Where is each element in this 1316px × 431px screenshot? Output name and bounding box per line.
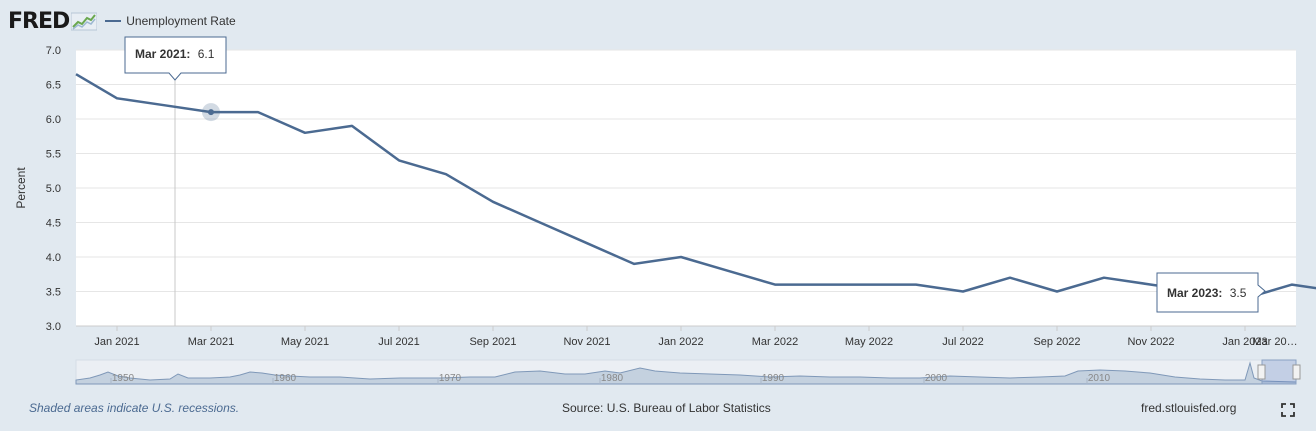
- navigator-handle-left[interactable]: [1257, 364, 1266, 380]
- navigator-tick-label: 1970: [439, 373, 462, 384]
- navigator-handle-right[interactable]: [1292, 364, 1301, 380]
- navigator-ticks: 1950 1960 1970 1980 1990 2000 2010: [110, 373, 1111, 384]
- recession-note: Shaded areas indicate U.S. recessions.: [29, 401, 240, 415]
- svg-text:Mar 2021: 6.1: Mar 2021: 6.1: [135, 47, 215, 61]
- tooltip-mar-2021: Mar 2021: 6.1: [124, 36, 227, 81]
- tooltip-value: 3.5: [1230, 286, 1247, 300]
- navigator-tick-label: 1990: [762, 373, 785, 384]
- navigator-selection[interactable]: [1261, 359, 1297, 385]
- x-tick-label: Nov 2022: [1127, 336, 1174, 348]
- legend-label: Unemployment Rate: [126, 14, 236, 28]
- x-tick-label: Jan 2021: [94, 336, 139, 348]
- x-tick-label: Jan 2023: [1222, 336, 1267, 348]
- x-tick-label: Jan 2022: [658, 336, 703, 348]
- y-tick-label: 6.0: [46, 114, 61, 126]
- y-tick-label: 5.5: [46, 149, 61, 161]
- x-tick-label: May 2021: [281, 336, 329, 348]
- x-tick-label: Sep 2022: [1033, 336, 1080, 348]
- x-tick-label: Mar 20…: [1252, 336, 1297, 348]
- navigator-tick-label: 1950: [112, 373, 135, 384]
- tooltip-date: Mar 2021:: [135, 47, 190, 61]
- y-tick-label: 4.5: [46, 218, 61, 230]
- legend-swatch: [105, 20, 122, 22]
- navigator-area: [75, 361, 1297, 385]
- tooltip-value: 6.1: [198, 47, 215, 61]
- x-tick-label: Sep 2021: [469, 336, 516, 348]
- site-link[interactable]: fred.stlouisfed.org: [1141, 401, 1237, 415]
- x-tick-label: Jul 2021: [378, 336, 420, 348]
- x-tick-label: May 2022: [845, 336, 893, 348]
- x-tick-label: Nov 2021: [563, 336, 610, 348]
- navigator-tick-label: 2010: [1088, 373, 1111, 384]
- fullscreen-icon[interactable]: [1281, 403, 1295, 417]
- series-line-unemployment: [75, 73, 1316, 300]
- x-tick-label: Mar 2022: [752, 336, 798, 348]
- range-navigator[interactable]: 1950 1960 1970 1980 1990 2000 2010: [75, 359, 1301, 385]
- y-tick-label: 7.0: [46, 45, 61, 57]
- x-tick-label: Mar 2021: [188, 336, 234, 348]
- data-point[interactable]: [208, 109, 214, 116]
- line-graph-icon: [71, 12, 98, 31]
- y-tick-label: 5.0: [46, 183, 61, 195]
- source-note: Source: U.S. Bureau of Labor Statistics: [562, 401, 771, 415]
- x-axis: Jan 2021 Mar 2021 May 2021 Jul 2021 Sep 2021…: [76, 325, 1298, 348]
- tooltip-mar-2023: Mar 2023: 3.5: [1156, 272, 1266, 313]
- y-axis-label: Percent: [14, 167, 28, 209]
- legend-item[interactable]: Unemployment Rate: [105, 14, 236, 28]
- navigator-tick-label: 2000: [925, 373, 948, 384]
- tooltip-date: Mar 2023:: [1167, 286, 1222, 300]
- svg-text:Mar 2023: 3.5: Mar 2023: 3.5: [1167, 286, 1247, 300]
- y-tick-label: 3.5: [46, 287, 61, 299]
- navigator-tick-label: 1980: [601, 373, 624, 384]
- chart-header: FRED Unemployment Rate: [8, 6, 236, 36]
- fred-logo[interactable]: FRED: [8, 8, 70, 34]
- y-tick-label: 3.0: [46, 321, 61, 333]
- navigator-tick-label: 1960: [274, 373, 297, 384]
- x-tick-label: Jul 2022: [942, 336, 984, 348]
- y-tick-label: 6.5: [46, 80, 61, 92]
- data-points: [202, 103, 220, 122]
- y-axis: 3.0 3.5 4.0 4.5 5.0 5.5 6.0 6.5 7.0: [46, 45, 61, 333]
- y-tick-label: 4.0: [46, 252, 61, 264]
